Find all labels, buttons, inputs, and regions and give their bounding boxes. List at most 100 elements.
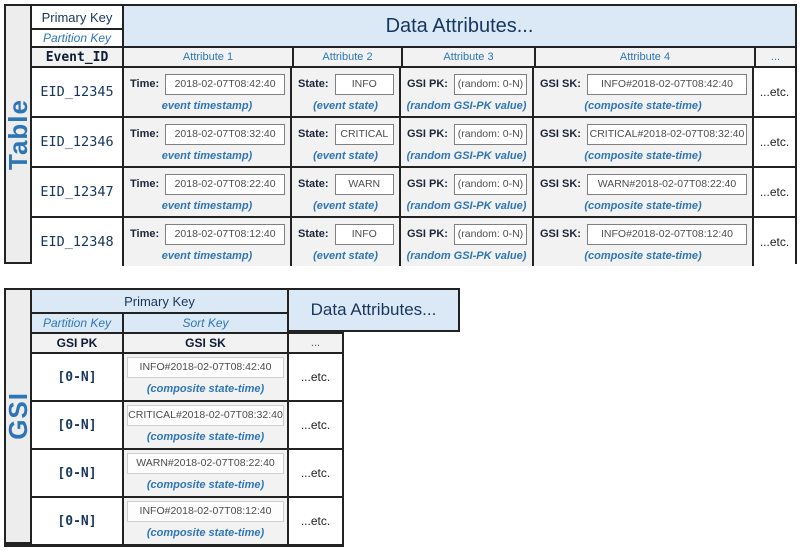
state-attribute-cell: State: INFO (event state) [290, 218, 399, 266]
gsi-pk-caption: (random GSI-PK value) [406, 150, 527, 162]
gsi-sort-key-header: Sort Key [122, 314, 287, 332]
etc-cell: ...etc. [752, 218, 795, 266]
gsi-sk-caption: (composite state-time) [584, 250, 702, 262]
gsi-sk-caption: (composite state-time) [584, 150, 702, 162]
gsi-key-type-row: Partition Key Sort Key [32, 312, 342, 332]
gsi-etc-cell: ...etc. [287, 450, 342, 496]
gsi-primary-key-row: Primary Key [32, 290, 342, 312]
state-caption: (event state) [313, 200, 378, 212]
gsi-etc-cell: ...etc. [287, 354, 342, 400]
state-attribute-cell: State: INFO (event state) [290, 68, 399, 116]
gsi-pk-caption: (random GSI-PK value) [406, 200, 527, 212]
gsi-grid: Primary Key Partition Key Sort Key GSI P… [32, 290, 342, 544]
gsi-sk-value: CRITICAL#2018-02-07T08:32:40 [586, 123, 747, 145]
gsi-section: GSI Primary Key Partition Key Sort Key G… [2, 288, 464, 551]
time-value: 2018-02-07T08:42:40 [165, 73, 285, 95]
gsi-sk-label: GSI SK: [540, 128, 581, 140]
table-row: EID_12346 Time: 2018-02-07T08:32:40 event… [32, 116, 795, 166]
time-caption: event timestamp) [161, 150, 253, 162]
gsi-pk-label: GSI PK: [407, 228, 448, 240]
gsi-sk-caption: (composite state-time) [146, 527, 265, 539]
gsi-pk-cell: [0-N] [32, 498, 122, 544]
gsi-sk-value: CRITICAL#2018-02-07T08:32:40 [127, 405, 284, 426]
time-label: Time: [130, 128, 160, 140]
attribute-3-header: Attribute 3 [401, 48, 534, 66]
attribute-1-header: Attribute 1 [182, 51, 234, 63]
gsi-table: GSI Primary Key Partition Key Sort Key G… [2, 288, 344, 547]
state-label: State: [298, 128, 329, 140]
gsi-sk-column-header: GSI SK [122, 334, 287, 352]
state-attribute-cell: State: CRITICAL (event state) [290, 118, 399, 166]
state-caption: (event state) [313, 250, 378, 262]
event-id-cell: EID_12346 [32, 118, 122, 166]
table-header-area: Primary Key Partition Key Event_ID Data … [32, 6, 795, 66]
gsi-pk-cell: [0-N] [32, 354, 122, 400]
gsi-sk-value: WARN#2018-02-07T08:22:40 [586, 173, 747, 195]
gsi-partition-key-header: Partition Key [42, 316, 112, 330]
time-label: Time: [130, 78, 160, 90]
time-caption: event timestamp) [161, 100, 253, 112]
gsi-sk-caption: (composite state-time) [146, 479, 265, 491]
table-event-id-header: Event_ID [32, 46, 122, 66]
gsi-row: [0-N] CRITICAL#2018-02-07T08:32:40 (comp… [32, 400, 342, 448]
time-attribute-cell: Time: 2018-02-07T08:42:40 event timestamp… [122, 68, 290, 116]
gsi-sk-label: GSI SK: [540, 78, 581, 90]
event-id-cell: EID_12347 [32, 168, 122, 216]
gsi-sk-value: INFO#2018-02-07T08:42:40 [127, 357, 284, 378]
time-value: 2018-02-07T08:22:40 [165, 173, 285, 195]
table-grid: Primary Key Partition Key Event_ID Data … [32, 6, 795, 266]
table-data-attributes-header: Data Attributes... [124, 6, 795, 46]
state-label: State: [298, 78, 329, 90]
time-label: Time: [130, 228, 160, 240]
event-id-cell: EID_12348 [32, 218, 122, 266]
table-key-header-column: Primary Key Partition Key Event_ID [32, 6, 122, 66]
table-section: Table Primary Key Partition Key Event_ID… [2, 4, 797, 266]
attribute-more-header: ... [754, 48, 795, 66]
time-attribute-cell: Time: 2018-02-07T08:22:40 event timestamp… [122, 168, 290, 216]
gsi-more-columns-header: ... [287, 334, 342, 352]
state-caption: (event state) [313, 150, 378, 162]
attribute-4-header: Attribute 4 [534, 48, 754, 66]
event-id-cell: EID_12345 [32, 68, 122, 116]
gsi-pk-caption: (random GSI-PK value) [406, 100, 527, 112]
gsi-pk-cell: [0-N] [32, 450, 122, 496]
gsi-row: [0-N] INFO#2018-02-07T08:42:40 (composit… [32, 352, 342, 400]
gsi-pk-attribute-cell: GSI PK: (random: 0-N) (random GSI-PK valu… [399, 118, 532, 166]
gsi-sk-caption: (composite state-time) [584, 100, 702, 112]
time-attribute-cell: Time: 2018-02-07T08:32:40 event timestamp… [122, 118, 290, 166]
gsi-sk-attribute-cell: GSI SK: INFO#2018-02-07T08:42:40 (composi… [532, 68, 752, 116]
gsi-pk-label: GSI PK: [407, 178, 448, 190]
gsi-pk-label: GSI PK: [407, 78, 448, 90]
gsi-row: [0-N] INFO#2018-02-07T08:12:40 (composit… [32, 496, 342, 544]
table-row: EID_12347 Time: 2018-02-07T08:22:40 event… [32, 166, 795, 216]
table-side-strip: Table [2, 6, 33, 262]
gsi-sk-attribute-cell: GSI SK: INFO#2018-02-07T08:12:40 (composi… [532, 218, 752, 266]
gsi-column-header-row: GSI PK GSI SK ... [32, 332, 342, 352]
gsi-pk-attribute-cell: GSI PK: (random: 0-N) (random GSI-PK valu… [399, 218, 532, 266]
state-label: State: [298, 178, 329, 190]
gsi-primary-key-header: Primary Key [124, 293, 195, 309]
table-attribute-header-row: Attribute 1 Attribute 2 Attribute 3 Attr… [124, 46, 795, 66]
gsi-side-strip: GSI [2, 290, 33, 542]
time-caption: event timestamp) [161, 250, 253, 262]
gsi-sk-attribute-cell: GSI SK: WARN#2018-02-07T08:22:40 (composi… [532, 168, 752, 216]
gsi-sk-cell: INFO#2018-02-07T08:42:40 (composite stat… [122, 354, 287, 400]
gsi-side-label: GSI [2, 392, 33, 440]
time-attribute-cell: Time: 2018-02-07T08:12:40 event timestamp… [122, 218, 290, 266]
table-row: EID_12345 Time: 2018-02-07T08:42:40 event… [32, 66, 795, 116]
state-caption: (event state) [313, 100, 378, 112]
state-attribute-cell: State: WARN (event state) [290, 168, 399, 216]
gsi-sk-attribute-cell: GSI SK: CRITICAL#2018-02-07T08:32:40 (com… [532, 118, 752, 166]
time-label: Time: [130, 178, 160, 190]
state-value: INFO [334, 73, 394, 95]
gsi-pk-cell: [0-N] [32, 402, 122, 448]
attribute-2-header: Attribute 2 [292, 48, 401, 66]
gsi-pk-column-header: GSI PK [56, 336, 98, 350]
table-row: EID_12348 Time: 2018-02-07T08:12:40 event… [32, 216, 795, 266]
gsi-pk-value: (random: 0-N) [453, 73, 527, 95]
state-label: State: [298, 228, 329, 240]
etc-cell: ...etc. [752, 118, 795, 166]
gsi-sk-value: INFO#2018-02-07T08:12:40 [127, 501, 284, 522]
table-side-label: Table [2, 98, 33, 170]
gsi-pk-label: GSI PK: [407, 128, 448, 140]
